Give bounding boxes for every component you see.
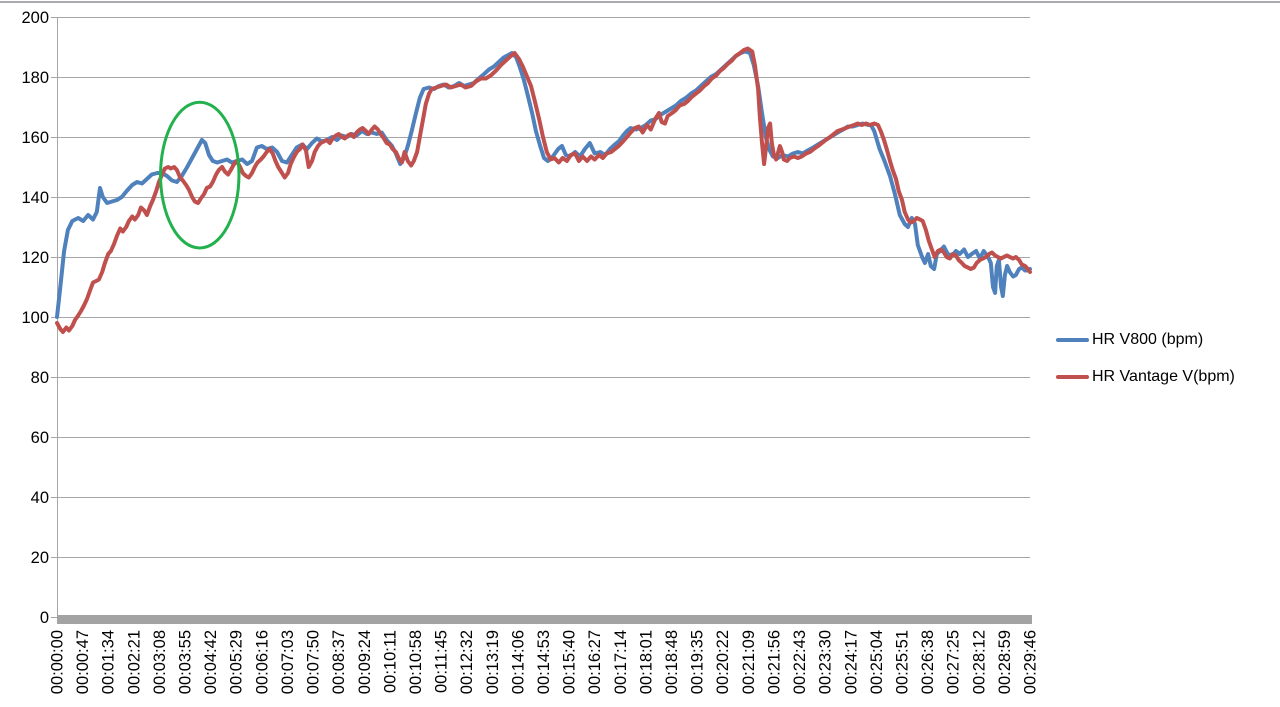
chart-legend: HR V800 (bpm) HR Vantage V(bpm)	[1056, 321, 1235, 395]
x-axis-tick-label: 00:16:27	[586, 630, 604, 694]
x-axis-tick-label: 00:26:38	[919, 630, 937, 694]
x-axis-tick-label: 00:00:47	[74, 630, 92, 694]
x-axis-tick-label: 00:14:06	[509, 630, 527, 694]
x-axis-tick-label: 00:00:00	[49, 630, 67, 694]
x-axis-tick-label: 00:18:48	[663, 630, 681, 694]
x-axis-tick-label: 00:25:04	[868, 630, 886, 694]
legend-label-hr-v800: HR V800 (bpm)	[1092, 330, 1204, 348]
x-axis-tick-label: 00:27:25	[945, 630, 963, 694]
x-axis-tick-label: 00:24:17	[842, 630, 860, 694]
y-axis-tick-label: 80	[31, 369, 49, 387]
x-axis-tick-label: 00:07:03	[279, 630, 297, 694]
x-axis-tick-label: 00:03:08	[151, 630, 169, 694]
y-axis-tick-label: 100	[21, 309, 49, 327]
x-axis-tick-label: 00:07:50	[305, 630, 323, 694]
x-axis-tick-label: 00:19:35	[689, 630, 707, 694]
x-axis-tick-label: 00:29:46	[1022, 630, 1040, 694]
x-axis-tick-label: 00:09:24	[356, 630, 374, 694]
x-axis-tick-label: 00:03:55	[177, 630, 195, 694]
series-line-hr-vantage-v	[55, 46, 1032, 334]
x-axis-tick-label: 00:21:56	[765, 630, 783, 694]
x-axis-tick-label: 00:02:21	[125, 630, 143, 694]
x-axis-tick-label: 00:01:34	[100, 630, 118, 694]
series-line-hr-v800	[55, 49, 1032, 319]
y-axis-tick-label: 0	[40, 609, 49, 627]
x-axis-tick-label: 00:21:09	[740, 630, 758, 694]
chart-top-border	[0, 1, 1280, 3]
y-axis-tick-label: 140	[21, 189, 49, 207]
y-axis-tick-label: 180	[21, 69, 49, 87]
x-axis-tick-label: 00:20:22	[714, 630, 732, 694]
highlight-ellipse-annotation	[159, 100, 241, 250]
y-axis-tick-label: 40	[31, 489, 49, 507]
x-axis-tick-label: 00:18:01	[637, 630, 655, 694]
x-axis-tick-label: 00:06:16	[253, 630, 271, 694]
x-axis-bar	[57, 615, 1032, 624]
y-axis-tick-label: 20	[31, 549, 49, 567]
y-axis-tick-label: 160	[21, 129, 49, 147]
x-axis-tick-label: 00:10:58	[407, 630, 425, 694]
x-axis-tick-label: 00:15:40	[561, 630, 579, 694]
x-axis-tick-label: 00:28:12	[970, 630, 988, 694]
y-axis-tick-label: 200	[21, 9, 49, 27]
x-axis-tick-label: 00:28:59	[996, 630, 1014, 694]
legend-line-swatch-red	[1056, 374, 1089, 379]
x-axis-tick-label: 00:05:29	[228, 630, 246, 694]
x-axis-tick-label: 00:11:45	[433, 630, 451, 693]
legend-item-hr-v800: HR V800 (bpm)	[1056, 321, 1235, 358]
x-axis-tick-label: 00:04:42	[202, 630, 220, 694]
x-axis-tick-label: 00:23:30	[817, 630, 835, 694]
y-axis-tick-label: 60	[31, 429, 49, 447]
x-axis-tick-label: 00:14:53	[535, 630, 553, 694]
x-axis-tick-label: 00:12:32	[458, 630, 476, 694]
x-axis-tick-label: 00:25:51	[893, 630, 911, 694]
x-axis-tick-label: 00:10:11	[381, 630, 399, 693]
legend-line-swatch-blue	[1056, 337, 1089, 342]
x-axis-tick-label: 00:22:43	[791, 630, 809, 694]
x-axis-tick-label: 00:17:14	[612, 630, 630, 694]
legend-label-hr-vantage-v: HR Vantage V(bpm)	[1092, 367, 1235, 385]
legend-item-hr-vantage-v: HR Vantage V(bpm)	[1056, 358, 1235, 395]
y-axis-tick-label: 120	[21, 249, 49, 267]
x-axis-tick-label: 00:08:37	[330, 630, 348, 694]
x-axis-tick-label: 00:13:19	[484, 630, 502, 694]
